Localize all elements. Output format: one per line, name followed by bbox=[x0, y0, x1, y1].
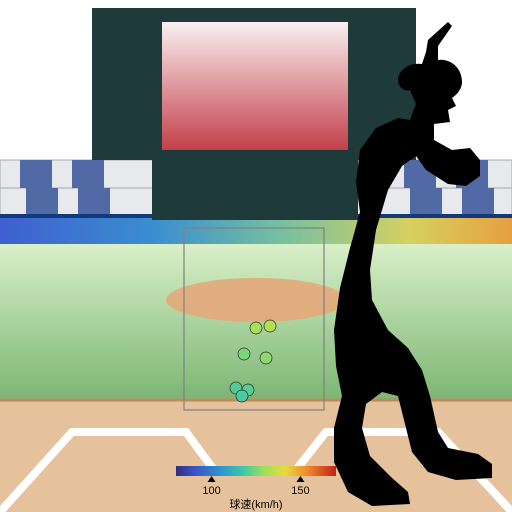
colorbar-tick-label: 150 bbox=[291, 485, 309, 497]
pitch-marker bbox=[238, 348, 250, 360]
scoreboard-screen bbox=[162, 22, 348, 150]
colorbar-tick-label: 100 bbox=[202, 485, 220, 497]
pitch-marker bbox=[236, 390, 248, 402]
pitch-marker bbox=[264, 320, 276, 332]
pitch-marker bbox=[260, 352, 272, 364]
pitch-marker bbox=[250, 322, 262, 334]
velocity-colorbar bbox=[176, 466, 336, 476]
colorbar-axis-label: 球速(km/h) bbox=[229, 497, 282, 511]
pitch-location-chart: 100 150 球速(km/h) bbox=[0, 0, 512, 512]
